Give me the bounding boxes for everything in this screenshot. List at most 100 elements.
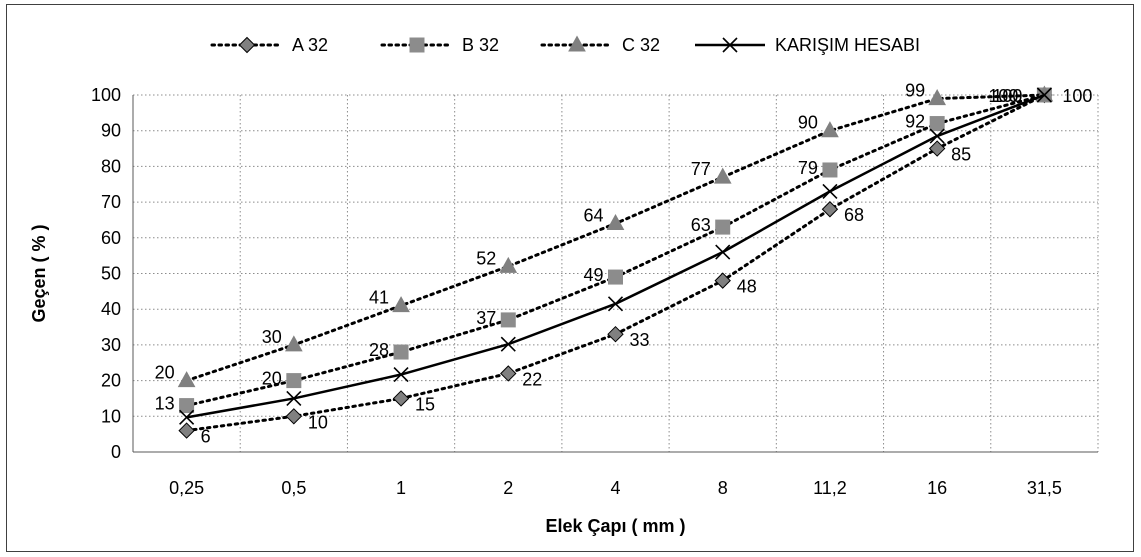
data-label: 79 [798, 158, 818, 178]
y-tick-label: 100 [91, 85, 121, 105]
data-label: 15 [415, 394, 435, 414]
data-point [822, 183, 838, 199]
x-tick-label: 8 [718, 478, 728, 498]
legend-label: C 32 [622, 35, 660, 55]
legend-marker [722, 37, 738, 53]
legend: A 32 B 32 C 32 KARIŞIM HESABI [210, 35, 920, 55]
y-tick-label: 10 [101, 406, 121, 426]
data-point [179, 398, 195, 414]
data-label: 100 [988, 86, 1018, 106]
data-label: 41 [369, 288, 389, 308]
series-karişim-hesabi [179, 87, 1052, 425]
series-c-32 [177, 85, 1054, 388]
series-line [185, 93, 1046, 408]
legend-entry: KARIŞIM HESABI [695, 35, 920, 55]
legend-label: KARIŞIM HESABI [775, 35, 920, 55]
data-point [715, 244, 731, 260]
data-label: 99 [905, 81, 925, 101]
x-tick-label: 0,5 [281, 478, 306, 498]
y-tick-label: 40 [101, 299, 121, 319]
x-tick-label: 11,2 [813, 478, 847, 498]
y-axis-title: Geçen ( % ) [29, 224, 49, 322]
legend-marker [238, 36, 256, 54]
y-tick-label: 0 [111, 442, 121, 462]
data-point [928, 89, 947, 106]
data-point [928, 140, 946, 157]
data-point [500, 365, 517, 382]
series-a-32 [178, 86, 1053, 439]
data-point [177, 371, 196, 388]
data-point [713, 167, 732, 184]
chart-frame: 0 10 20 30 40 50 60 70 80 90 100 0,25 0,5 1 2 4 8 11,2 16 3… [6, 4, 1134, 552]
data-point [607, 325, 624, 343]
data-point [286, 390, 302, 407]
data-point [500, 312, 516, 328]
legend-label: B 32 [462, 35, 499, 55]
data-point [821, 121, 839, 138]
y-tick-label: 20 [101, 371, 121, 391]
data-point [392, 390, 410, 407]
legend-marker [568, 35, 586, 52]
data-point [822, 162, 838, 178]
data-point [284, 335, 303, 352]
y-tick-label: 80 [101, 156, 121, 176]
data-point [499, 256, 518, 273]
data-label: 37 [476, 308, 496, 328]
x-tick-label: 0,25 [169, 478, 204, 498]
legend-label: A 32 [292, 35, 328, 55]
x-tick-label: 31,5 [1027, 478, 1062, 498]
data-label: 63 [691, 215, 711, 235]
legend-entry: B 32 [380, 35, 499, 55]
data-labels: 6 10 15 22 33 48 68 85 100 13 20 28 37 49 63 79 92 100 20 3… [155, 81, 1093, 447]
legend-entry: A 32 [210, 35, 328, 55]
series-line [186, 93, 1045, 419]
data-point [715, 219, 731, 235]
data-point [929, 128, 945, 144]
data-label: 90 [798, 113, 818, 133]
data-label: 92 [905, 112, 925, 132]
data-label: 77 [691, 159, 711, 179]
data-point [179, 409, 195, 425]
data-label: 20 [262, 369, 282, 389]
y-tick-label: 90 [101, 121, 121, 141]
data-label: 68 [844, 205, 864, 225]
data-point [392, 296, 410, 313]
data-label: 6 [201, 427, 211, 447]
data-label: 100 [1062, 86, 1092, 106]
y-tick-label: 70 [101, 192, 121, 212]
y-tick-label: 30 [101, 335, 121, 355]
series [177, 85, 1054, 439]
data-label: 20 [155, 363, 175, 383]
data-point [821, 201, 839, 218]
data-label: 10 [308, 412, 328, 432]
x-tick-label: 4 [610, 478, 620, 498]
data-point [500, 336, 516, 352]
data-point [714, 272, 731, 289]
data-label: 64 [583, 206, 603, 226]
data-point [607, 296, 624, 312]
data-point [393, 366, 409, 383]
data-label: 49 [583, 265, 603, 285]
data-point [1036, 87, 1052, 103]
data-point [929, 116, 945, 132]
data-label: 33 [630, 330, 650, 350]
x-tick-label: 2 [503, 478, 513, 498]
data-label: 30 [262, 327, 282, 347]
data-point [606, 213, 625, 231]
series-b-32 [179, 87, 1052, 414]
data-label: 13 [155, 394, 175, 414]
data-point [178, 422, 195, 439]
data-label: 100 [992, 86, 1022, 106]
data-point [608, 269, 623, 285]
x-axis-title: Elek Çapı ( mm ) [545, 516, 685, 536]
data-label: 22 [522, 369, 542, 389]
data-point [286, 373, 302, 389]
legend-entry: C 32 [540, 35, 660, 55]
gridlines [133, 94, 1099, 452]
series-line [185, 93, 1046, 433]
data-label: 52 [476, 248, 496, 268]
x-tick-label: 16 [927, 478, 947, 498]
data-label: 85 [951, 145, 971, 165]
